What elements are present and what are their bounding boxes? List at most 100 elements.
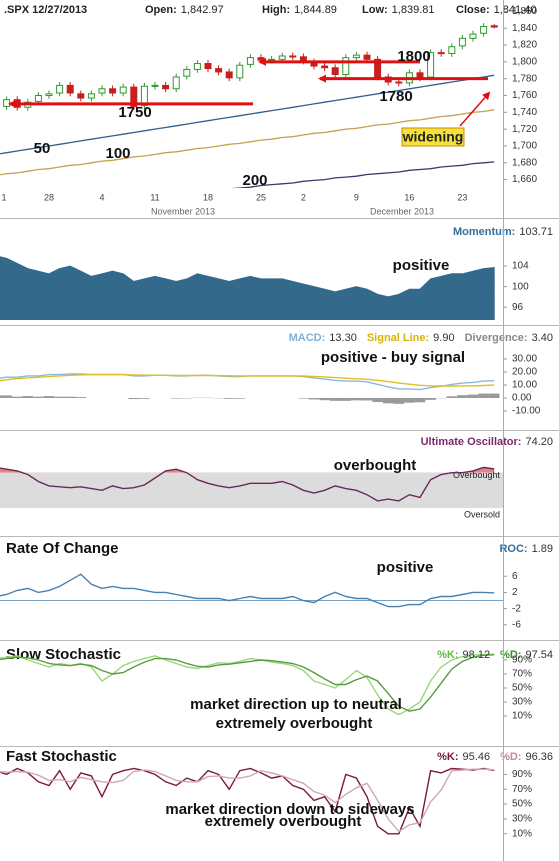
- panel-title: Rate Of Change: [6, 540, 119, 557]
- divergence-bar: [75, 397, 87, 398]
- annotation: widening: [402, 129, 464, 145]
- moving-average: [231, 161, 495, 188]
- candle-body: [363, 54, 371, 60]
- candle-body: [246, 57, 254, 65]
- y-tick-label: 104: [512, 261, 529, 272]
- divergence-bar: [308, 398, 320, 400]
- divergence-bar: [488, 393, 500, 398]
- readout-value: 1,839.81: [392, 4, 435, 16]
- candle-body: [278, 55, 286, 60]
- series-label: 100: [105, 145, 130, 162]
- readout-label: MACD:: [289, 332, 326, 344]
- readout-value: 103.71: [519, 226, 553, 238]
- divergence-bar: [467, 394, 479, 398]
- plot: [0, 373, 500, 404]
- candle-body: [268, 58, 276, 61]
- annotation: positive - buy signal: [321, 349, 465, 366]
- plot: [0, 767, 495, 835]
- y-tick-label: 30%: [512, 814, 532, 825]
- y-tick-label: -2: [512, 603, 521, 614]
- divergence-bar: [372, 398, 383, 403]
- candle-body: [130, 86, 138, 107]
- divergence-bar: [319, 398, 330, 401]
- readout-label: %K:: [437, 649, 458, 661]
- readout-label: Momentum:: [453, 226, 515, 238]
- y-tick-label: 20.00: [512, 367, 537, 378]
- readout: Close: 1,841.40: [456, 4, 536, 16]
- divergence-bar: [43, 396, 55, 398]
- x-tick-label: 25: [256, 192, 266, 202]
- candle-body: [469, 33, 477, 39]
- candle-body: [98, 88, 106, 94]
- candle-body: [77, 93, 85, 99]
- readout: MACD: 13.30 Signal Line: 9.90 Divergence: 3.4…: [289, 332, 553, 344]
- chart-title: .SPX 12/27/2013: [4, 4, 87, 16]
- readout-label: %D:: [500, 649, 521, 661]
- candle-body: [289, 55, 297, 58]
- readout-value: 96.36: [525, 751, 553, 763]
- y-tick-label: 90%: [512, 769, 532, 780]
- line: [0, 573, 495, 608]
- candle-body: [204, 63, 212, 70]
- band-label: Oversold: [464, 509, 500, 519]
- candle-body: [193, 63, 201, 70]
- y-tick-label: 0.00: [512, 393, 532, 404]
- month-label: November 2013: [151, 206, 215, 216]
- x-tick-label: 9: [354, 192, 359, 202]
- y-tick-label: 1,760: [512, 90, 537, 101]
- y-tick-label: 1,860: [512, 6, 537, 17]
- divergence-bar: [478, 393, 489, 398]
- divergence-bar: [351, 398, 362, 401]
- readout-value: 95.46: [463, 751, 491, 763]
- divergence-bar: [223, 398, 235, 399]
- divergence-bar: [414, 398, 426, 403]
- candle-body: [490, 25, 498, 28]
- divergence-bar: [170, 398, 182, 399]
- x-tick-label: 2: [301, 192, 306, 202]
- divergence-bar: [139, 398, 150, 399]
- readout-label: Ultimate Oscillator:: [421, 436, 522, 448]
- moving-average: [0, 74, 495, 155]
- divergence-bar: [404, 398, 415, 403]
- candle-body: [140, 85, 148, 107]
- y-tick-label: 1,820: [512, 40, 537, 51]
- y-tick-label: 70%: [512, 784, 532, 795]
- readout-value: 74.20: [525, 436, 553, 448]
- annotation: market direction up to neutral: [190, 696, 402, 713]
- plot: [0, 23, 498, 188]
- divergence-bar: [54, 396, 65, 398]
- divergence-bar: [382, 398, 394, 404]
- y-tick-label: -6: [512, 620, 521, 631]
- annotation: 1800: [397, 48, 430, 65]
- y-tick-label: 1,680: [512, 157, 537, 168]
- divergence-bar: [22, 396, 34, 398]
- candle-body: [172, 76, 180, 90]
- annotation: extremely overbought: [205, 813, 362, 830]
- annotation-box: [401, 127, 465, 147]
- candle-body: [45, 93, 53, 97]
- readout: %K: 95.46 %D: 96.36: [437, 751, 553, 763]
- candle-body: [162, 84, 170, 90]
- candle-body: [321, 65, 329, 69]
- annotation: 1750: [118, 104, 151, 121]
- y-tick-label: 1,780: [512, 73, 537, 84]
- x-tick-label: 18: [203, 192, 213, 202]
- candle-body: [342, 57, 350, 75]
- panel-title: Fast Stochastic: [6, 748, 117, 765]
- divergence-bar: [11, 396, 23, 398]
- band: [0, 472, 503, 508]
- line: [0, 373, 495, 387]
- x-tick-label: 4: [99, 192, 104, 202]
- readout-value: 3.40: [532, 332, 553, 344]
- readout-value: 1,841.40: [494, 4, 537, 16]
- y-tick-label: 100: [512, 281, 529, 292]
- candle-body: [458, 37, 466, 47]
- candle-body: [56, 84, 64, 94]
- candle-body: [374, 58, 382, 78]
- candle-body: [480, 26, 488, 34]
- series-label: 50: [34, 140, 51, 157]
- series-label: 200: [242, 172, 267, 189]
- candle-body: [66, 84, 74, 94]
- candle-body: [183, 68, 191, 77]
